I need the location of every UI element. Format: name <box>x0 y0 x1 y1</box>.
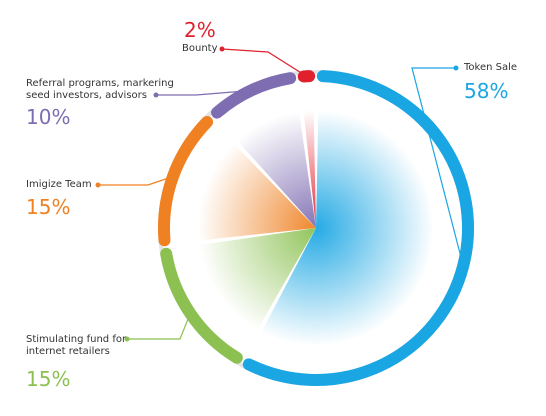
label-imigize-team: Imigize Team <box>26 179 92 190</box>
label-stimulating-fund: Stimulating fund for internet retailers <box>26 334 126 358</box>
wedge-token-sale <box>261 110 434 346</box>
value-bounty: 2% <box>184 18 216 42</box>
leader-token-sale <box>411 67 464 266</box>
value-stimulating-fund: 15% <box>26 367 71 391</box>
arc-imigize-team <box>158 115 214 247</box>
leader-stimulating-fund <box>127 313 191 340</box>
label-token-sale: Token Sale <box>464 62 518 73</box>
leader-imigize-team <box>98 175 174 186</box>
value-token-sale: 58% <box>464 79 509 103</box>
leader-referral-programs <box>156 89 252 96</box>
leader-dot-stimulating-fund <box>124 336 130 342</box>
leader-dot-token-sale <box>453 65 459 71</box>
value-imigize-team: 15% <box>26 195 71 219</box>
wedge-stimulating-fund <box>199 228 316 331</box>
leader-dot-bounty <box>219 46 225 52</box>
label-bounty: Bounty <box>182 43 218 54</box>
arc-referral-programs <box>211 72 297 119</box>
label-line: internet retailers <box>26 346 110 357</box>
value-referral-programs: 10% <box>26 105 71 129</box>
wedge-bounty <box>303 110 316 228</box>
label-referral-programs: Referral programs, markering seed invest… <box>26 78 174 102</box>
label-line: seed investors, advisors <box>26 90 147 101</box>
label-line: Referral programs, markering <box>26 78 174 89</box>
arc-stimulating-fund <box>160 247 243 364</box>
leader-dot-referral-programs <box>153 92 159 98</box>
leader-dot-imigize-team <box>95 182 101 188</box>
leader-bounty <box>221 48 307 77</box>
wedge-referral-programs <box>236 111 316 228</box>
wedge-imigize-team <box>198 143 316 241</box>
label-line: Stimulating fund for <box>26 334 127 345</box>
